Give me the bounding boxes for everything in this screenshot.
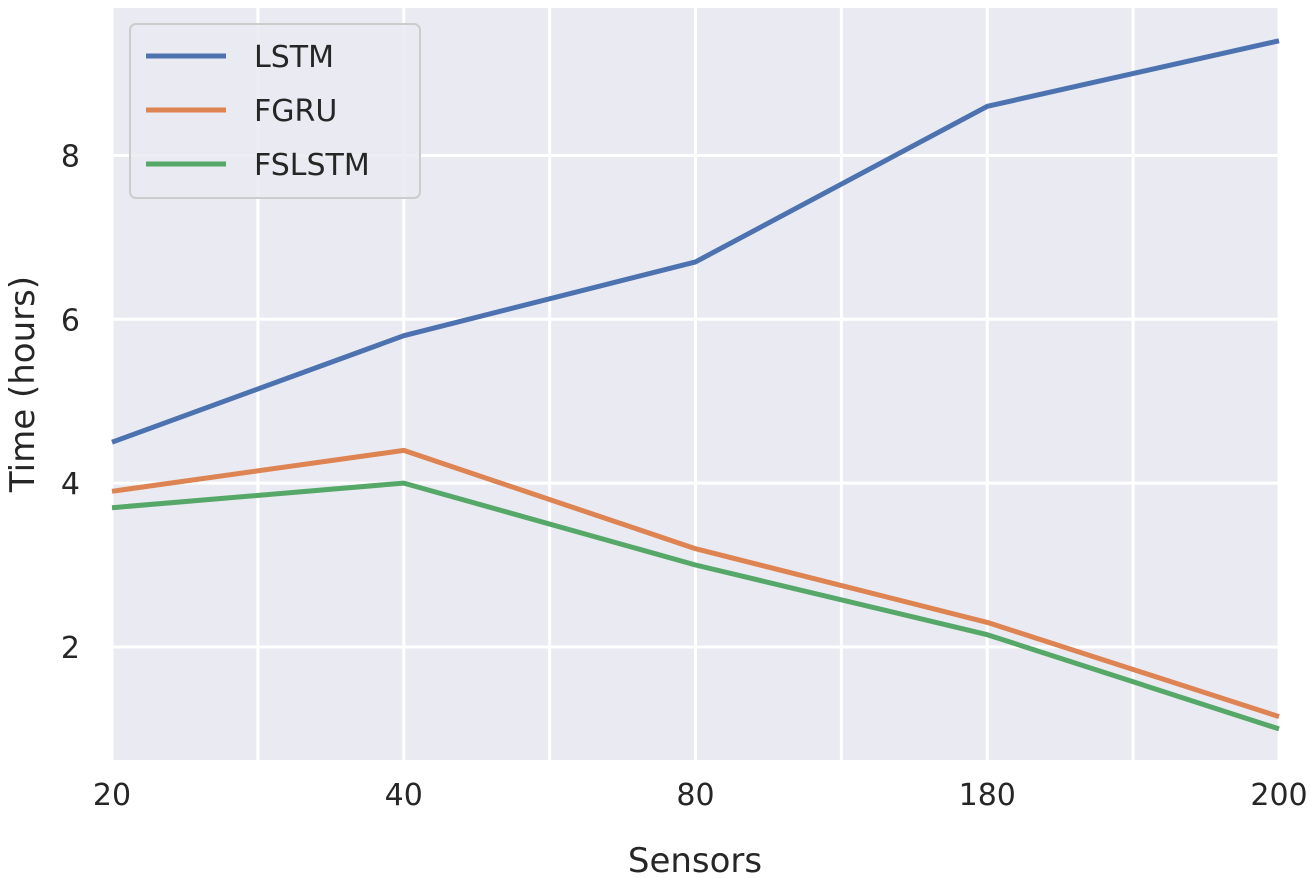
legend-label: LSTM: [254, 40, 334, 75]
x-axis-label: Sensors: [628, 841, 762, 878]
x-tick-label: 180: [959, 778, 1016, 813]
y-tick-label: 6: [61, 303, 80, 338]
y-tick-label: 8: [61, 139, 80, 174]
y-tick-label: 2: [61, 631, 80, 666]
x-tick-label: 20: [93, 778, 131, 813]
x-tick-label: 40: [385, 778, 423, 813]
series-line-fgru: [111, 447, 1280, 719]
legend: LSTM FGRU FSLSTM: [129, 23, 421, 199]
series-line-lstm: [111, 38, 1280, 445]
y-tick-labels: 2 4 6 8: [61, 139, 80, 666]
x-tick-label: 80: [676, 778, 714, 813]
series-lines: [111, 38, 1280, 732]
legend-box: [129, 23, 421, 199]
y-tick-label: 4: [61, 467, 80, 502]
y-axis-label: Time (hours): [3, 276, 43, 493]
legend-label: FGRU: [254, 94, 337, 129]
x-tick-label: 200: [1250, 778, 1307, 813]
series-line-fslstm: [111, 480, 1280, 732]
x-tick-labels: 20 40 80 180 200: [93, 778, 1308, 813]
legend-label: FSLSTM: [254, 148, 370, 183]
